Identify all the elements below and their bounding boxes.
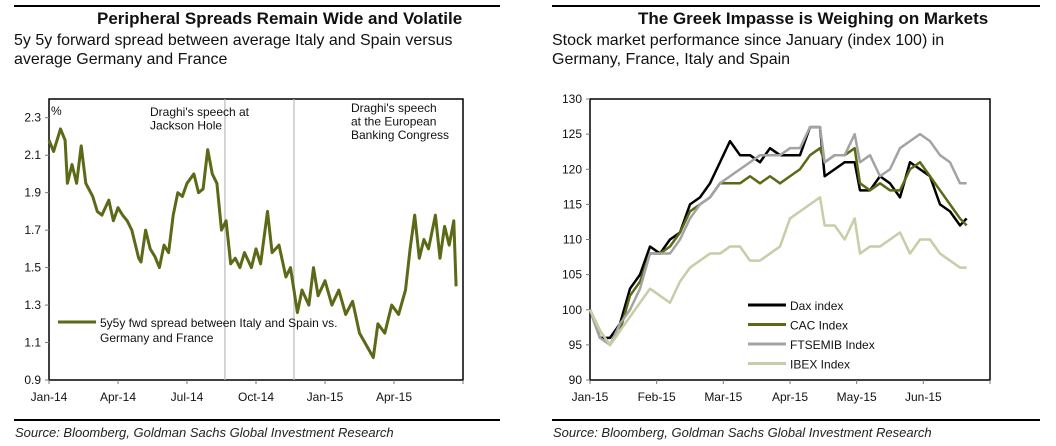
legend-label-3: IBEX Index	[790, 358, 850, 372]
right-x-tick-label: Feb-15	[638, 390, 676, 404]
left-x-tick-label: Oct-14	[238, 390, 274, 404]
series-line-spread	[47, 127, 458, 360]
chart-title-left: Peripheral Spreads Remain Wide and Volat…	[97, 9, 463, 28]
legend-label-spread: Germany and France	[100, 331, 214, 345]
left-y-tick-label: 1.5	[24, 261, 41, 275]
left-x-tick-label: Jul-14	[171, 390, 204, 404]
legend-label-spread: 5y5y fwd spread between Italy and Spain …	[100, 316, 337, 330]
source-left: Source: Bloomberg, Goldman Sachs Global …	[15, 425, 394, 440]
annotation-text: Jackson Hole	[150, 119, 222, 133]
right-y-tick-label: 105	[562, 268, 582, 282]
left-y-tick-label: 2.1	[24, 148, 41, 162]
right-y-tick-label: 110	[563, 233, 582, 247]
left-x-tick-label: Apr-15	[376, 390, 412, 404]
right-y-tick-label: 115	[563, 197, 582, 211]
right-y-tick-label: 90	[569, 373, 583, 387]
left-y-tick-label: 0.9	[24, 373, 41, 387]
annotation-text: Draghi's speech at	[150, 105, 250, 119]
top-rule-left	[14, 5, 500, 7]
left-y-unit-label: %	[51, 104, 62, 118]
chart-title-right: The Greek Impasse is Weighing on Markets	[638, 9, 989, 28]
left-y-tick-label: 2.3	[24, 111, 41, 125]
bottom-rule-right	[552, 419, 1040, 421]
source-right: Source: Bloomberg, Goldman Sachs Global …	[553, 425, 932, 440]
annotation-text: Banking Congress	[351, 128, 449, 142]
chart-subtitle-right: Stock market performance since January (…	[552, 32, 945, 68]
left-y-tick-label: 1.9	[24, 186, 41, 200]
annotation-text: Draghi's speech	[351, 101, 437, 115]
left-x-tick-label: Jan-14	[31, 390, 68, 404]
right-y-tick-label: 130	[562, 92, 582, 106]
right-y-tick-label: 120	[562, 162, 582, 176]
left-x-tick-label: Apr-14	[100, 390, 136, 404]
left-x-tick-label: Jan-15	[307, 390, 344, 404]
chart-subtitle-left: 5y 5y forward spread between average Ita…	[14, 32, 453, 68]
left-y-tick-label: 1.7	[24, 223, 41, 237]
left-y-tick-label: 1.3	[24, 298, 41, 312]
right-x-tick-label: Jun-15	[905, 390, 942, 404]
right-y-tick-label: 100	[562, 303, 582, 317]
legend-label-0: Dax index	[790, 299, 843, 313]
right-y-tick-label: 95	[569, 338, 583, 352]
right-y-tick-label: 125	[562, 127, 582, 141]
left-y-tick-label: 1.1	[24, 336, 41, 350]
legend-label-1: CAC Index	[790, 319, 848, 333]
right-x-tick-label: Mar-15	[704, 390, 742, 404]
bottom-rule-left	[14, 419, 500, 421]
right-x-tick-label: May-15	[837, 390, 877, 404]
annotation-text: at the European	[351, 115, 436, 129]
right-x-tick-label: Jan-15	[572, 390, 609, 404]
legend-label-2: FTSEMIB Index	[790, 338, 875, 352]
series-line-ibex-index	[588, 196, 967, 347]
right-x-tick-label: Apr-15	[772, 390, 808, 404]
series-line-ftsemib-index	[588, 125, 967, 347]
top-rule-right	[552, 5, 1040, 7]
